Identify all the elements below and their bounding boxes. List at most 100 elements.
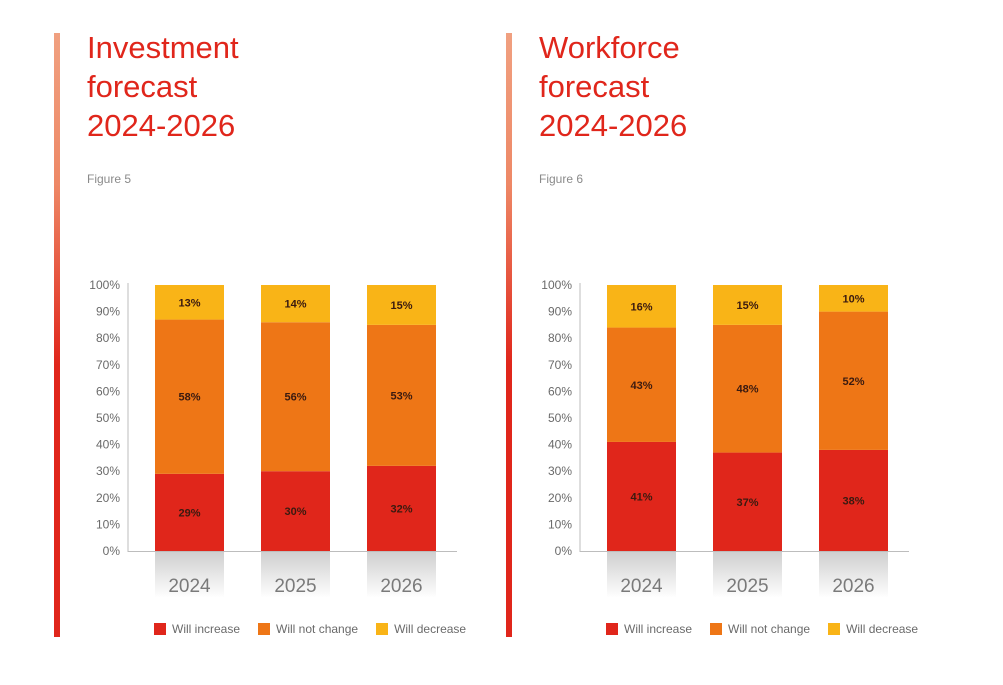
title-line: Investment — [87, 30, 239, 65]
panel-title: Investment forecast 2024-2026 — [87, 28, 447, 145]
data-label: 56% — [284, 392, 306, 404]
y-tick-label: 30% — [96, 464, 120, 478]
data-label: 48% — [736, 384, 758, 396]
data-label: 41% — [630, 491, 652, 503]
legend-swatch-decrease — [828, 623, 841, 635]
year-pedestal — [713, 552, 782, 598]
bar-segment-increase — [713, 452, 782, 551]
stacked-bar-chart: 0% 10% 20% 30% 40% 50% 60% 70% 80% 90% 100% 29% 58% 1… — [89, 278, 457, 598]
y-tick-label: 0% — [555, 544, 573, 558]
legend-swatch-increase — [154, 623, 166, 635]
legend-swatch-decrease — [376, 623, 389, 635]
y-tick-label: 70% — [548, 358, 572, 372]
workforce-panel: Workforce forecast 2024-2026 Figure 6 0%… — [506, 0, 946, 685]
y-tick-label: 100% — [541, 278, 572, 292]
y-tick-label: 90% — [96, 305, 120, 319]
bar-segment-decrease — [607, 285, 676, 328]
year-pedestal — [155, 552, 224, 598]
y-tick-label: 50% — [96, 411, 120, 425]
bar-segment-increase — [261, 471, 330, 551]
legend-label: Will decrease — [394, 622, 467, 636]
bar-segment-no-change — [261, 322, 330, 472]
y-tick-label: 40% — [548, 438, 572, 452]
title-line: 2024-2026 — [539, 108, 688, 143]
legend-label: Will increase — [624, 622, 693, 636]
figure-label: Figure 6 — [539, 172, 584, 186]
bar-segment-increase — [367, 465, 436, 551]
data-label: 14% — [284, 299, 306, 311]
data-label: 38% — [842, 495, 864, 507]
chart-legend: Will increase Will not change Will decre… — [606, 620, 936, 638]
bar-segment-decrease — [261, 285, 330, 323]
accent-bar — [54, 33, 60, 637]
data-label: 58% — [178, 392, 200, 404]
bar-segment-no-change — [607, 327, 676, 442]
bar-segment-no-change — [819, 311, 888, 450]
bar-segment-increase — [819, 449, 888, 551]
y-tick-label: 50% — [548, 411, 572, 425]
data-label: 32% — [390, 503, 412, 515]
data-label: 53% — [390, 390, 412, 402]
y-tick-label: 70% — [96, 358, 120, 372]
y-tick-label: 80% — [548, 331, 572, 345]
bar-segment-no-change — [155, 319, 224, 474]
figure-label: Figure 5 — [87, 172, 132, 186]
bar-segment-increase — [155, 473, 224, 551]
data-label: 15% — [390, 300, 412, 312]
y-tick-label: 20% — [96, 491, 120, 505]
legend-item-decrease: Will decrease — [376, 622, 466, 636]
y-tick-label: 30% — [548, 464, 572, 478]
legend-item-increase: Will increase — [154, 622, 240, 636]
y-tick-label: 40% — [96, 438, 120, 452]
y-tick-label: 60% — [548, 384, 572, 398]
legend-item-no-change: Will not change — [710, 622, 810, 636]
y-tick-label: 90% — [548, 305, 572, 319]
x-tick-label: 2026 — [380, 576, 422, 597]
legend-item-increase: Will increase — [606, 622, 692, 636]
year-pedestal — [819, 552, 888, 598]
data-label: 37% — [736, 497, 758, 509]
x-tick-label: 2024 — [168, 576, 211, 597]
year-pedestal — [607, 552, 676, 598]
x-tick-label: 2025 — [726, 576, 768, 597]
y-tick-label: 10% — [96, 517, 120, 531]
title-line: forecast — [539, 69, 650, 104]
data-label: 30% — [284, 506, 306, 518]
data-label: 52% — [842, 376, 864, 388]
chart-legend: Will increase Will not change Will decre… — [154, 620, 484, 638]
bar-segment-no-change — [367, 324, 436, 466]
data-label: 29% — [178, 507, 200, 519]
data-label: 13% — [178, 297, 200, 309]
year-pedestal — [261, 552, 330, 598]
x-tick-label: 2025 — [274, 576, 316, 597]
legend-label: Will increase — [172, 622, 241, 636]
bar-segment-decrease — [819, 285, 888, 312]
legend-label: Will not change — [276, 622, 359, 636]
data-label: 43% — [630, 380, 652, 392]
stacked-bar-chart: 0% 10% 20% 30% 40% 50% 60% 70% 80% 90% 100% 41% 43% 1… — [541, 278, 909, 598]
legend-item-decrease: Will decrease — [828, 622, 918, 636]
legend-swatch-no-change — [258, 623, 271, 635]
bar-segment-decrease — [713, 285, 782, 325]
y-tick-label: 100% — [89, 278, 120, 292]
y-tick-label: 60% — [96, 384, 120, 398]
legend-item-no-change: Will not change — [258, 622, 358, 636]
bar-segment-increase — [607, 441, 676, 551]
legend-swatch-increase — [606, 623, 618, 635]
legend-swatch-no-change — [710, 623, 723, 635]
bar-segment-no-change — [713, 324, 782, 453]
x-tick-label: 2026 — [832, 576, 874, 597]
legend-label: Will decrease — [846, 622, 919, 636]
investment-panel: Investment forecast 2024-2026 Figure 5 0… — [54, 0, 494, 685]
data-label: 16% — [630, 301, 652, 313]
title-line: forecast — [87, 69, 198, 104]
data-label: 15% — [736, 300, 758, 312]
bar-segment-decrease — [155, 285, 224, 320]
bar-segment-decrease — [367, 285, 436, 325]
panel-title: Workforce forecast 2024-2026 — [539, 28, 899, 145]
y-tick-label: 80% — [96, 331, 120, 345]
title-line: 2024-2026 — [87, 108, 236, 143]
year-pedestal — [367, 552, 436, 598]
accent-bar — [506, 33, 512, 637]
title-line: Workforce — [539, 30, 680, 65]
